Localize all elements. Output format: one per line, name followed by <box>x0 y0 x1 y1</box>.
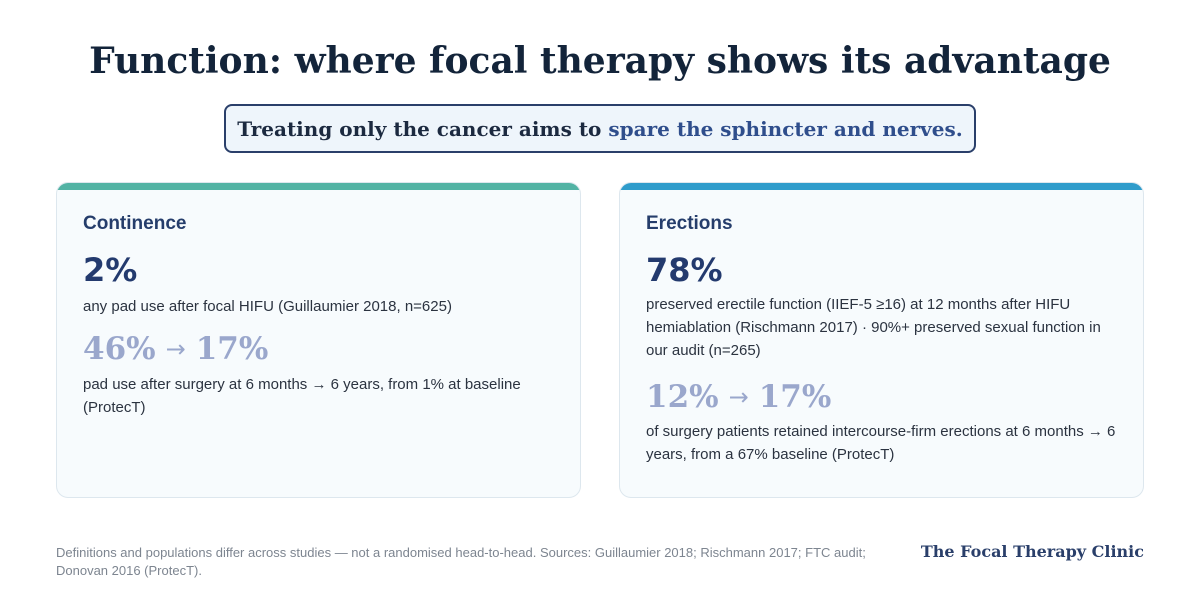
headline-stat: 2% <box>83 251 138 289</box>
trend-stat: 46% → 17% <box>83 331 268 367</box>
card-title: Continence <box>83 213 187 234</box>
trend-to: 17% <box>758 379 832 415</box>
subtitle-highlight: spare the sphincter and nerves. <box>608 116 963 141</box>
card-accent-bar <box>57 183 580 190</box>
trend-description: pad use after surgery at 6 months → 6 ye… <box>83 376 521 416</box>
page-title: Function: where focal therapy shows its … <box>89 40 1111 82</box>
card-accent-bar <box>620 183 1143 190</box>
subtitle-lead: Treating only the cancer aims to <box>237 116 602 141</box>
sources-note: Definitions and populations differ acros… <box>56 545 866 578</box>
headline-stat: 78% <box>646 251 723 289</box>
card-title: Erections <box>646 213 733 234</box>
headline-description: preserved erectile function (IIEF-5 ≥16)… <box>646 296 1101 359</box>
trend-to: 17% <box>195 331 269 367</box>
trend-from: 12% <box>646 379 719 415</box>
trend-from: 46% <box>83 331 156 367</box>
trend-description: of surgery patients retained intercourse… <box>646 423 1116 463</box>
brand-name: The Focal Therapy Clinic <box>920 542 1144 561</box>
subtitle-callout: Treating only the cancer aims to spare t… <box>224 104 976 153</box>
continence-card: Continence 2% any pad use after focal HI… <box>56 182 581 498</box>
erections-card: Erections 78% preserved erectile functio… <box>619 182 1144 498</box>
right-arrow-icon: → <box>165 335 186 363</box>
headline-description: any pad use after focal HIFU (Guillaumie… <box>83 298 452 315</box>
right-arrow-icon: → <box>728 383 749 411</box>
trend-stat: 12% → 17% <box>646 379 831 415</box>
